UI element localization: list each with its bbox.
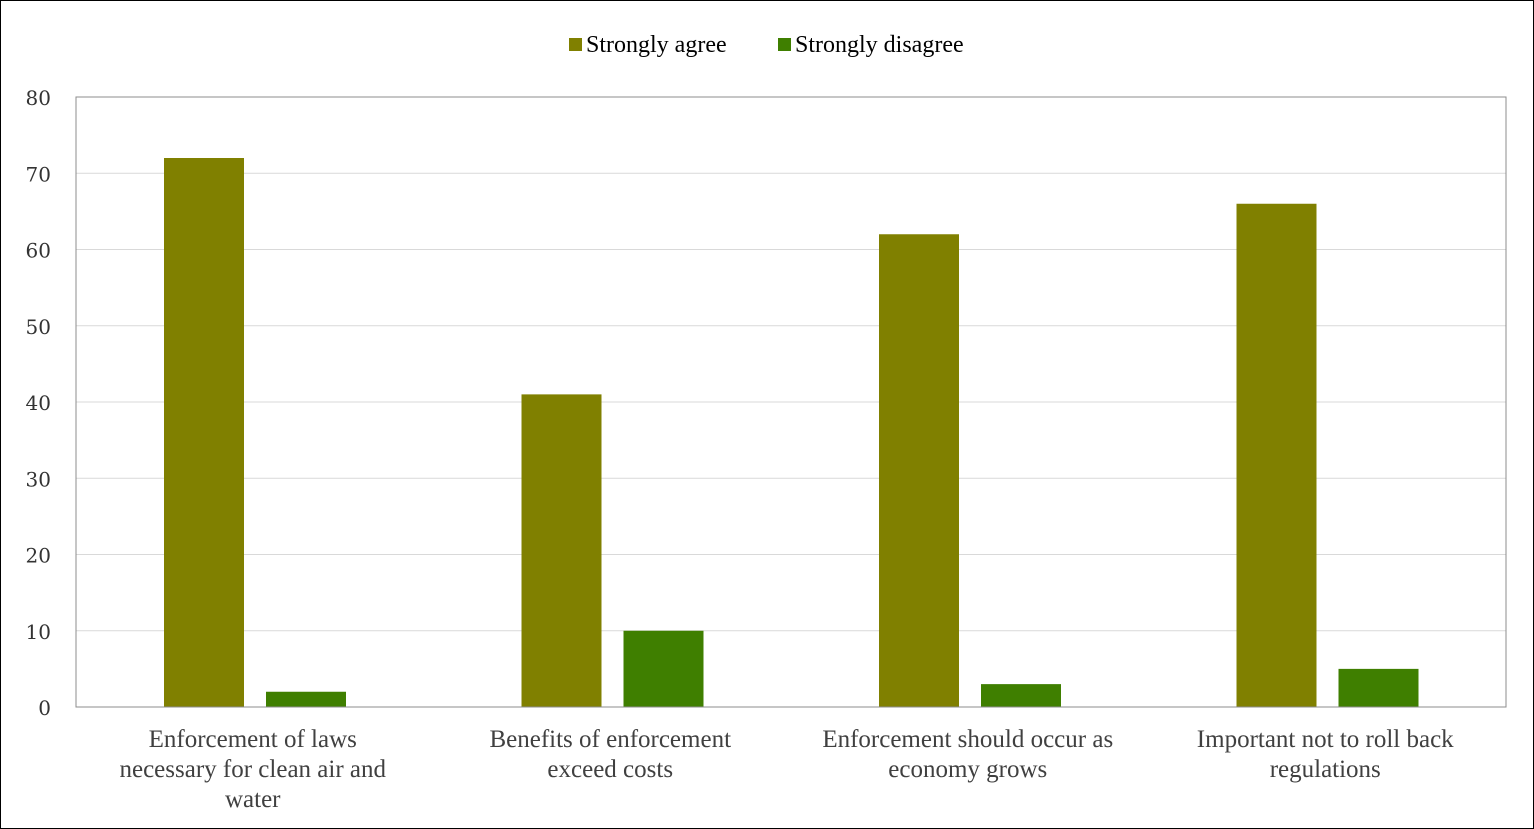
x-category-label: Benefits of enforcement exceed costs — [489, 726, 731, 783]
y-tick-label: 10 — [26, 620, 51, 644]
axes — [75, 96, 1507, 708]
bar-strongly-agree — [879, 234, 959, 707]
x-category-label: Important not to roll back regulations — [1197, 726, 1454, 783]
x-category-label-line: Important not to roll back — [1197, 726, 1454, 753]
x-category-label: Enforcement of laws necessary for clean a… — [119, 726, 386, 813]
bars — [164, 158, 1419, 707]
y-tick-label: 20 — [26, 544, 51, 568]
y-tick-label: 0 — [38, 696, 51, 720]
bar-strongly-agree — [164, 158, 244, 707]
bar-strongly-agree — [1236, 203, 1317, 707]
y-tick-label: 60 — [26, 239, 51, 263]
y-axis-tick-labels: 0 10 20 30 40 50 60 70 80 — [26, 86, 51, 720]
x-category-label-line: water — [225, 786, 281, 813]
bar-strongly-agree — [521, 394, 602, 707]
bar-strongly-disagree — [1338, 668, 1419, 707]
legend-swatch — [778, 38, 791, 51]
y-tick-label: 80 — [26, 86, 51, 110]
y-tick-label: 50 — [26, 315, 51, 339]
x-category-label-line: exceed costs — [547, 756, 673, 783]
x-category-label-line: economy grows — [888, 756, 1047, 783]
bar-strongly-disagree — [623, 630, 704, 707]
x-axis-category-labels: Enforcement of laws necessary for clean a… — [119, 726, 1454, 813]
y-tick-label: 40 — [26, 391, 51, 415]
legend-label: Strongly disagree — [795, 32, 964, 58]
x-category-label-line: Benefits of enforcement — [489, 726, 731, 753]
x-category-label-line: Enforcement of laws — [149, 726, 357, 753]
x-category-label-line: necessary for clean air and — [119, 756, 386, 783]
legend-swatch — [569, 38, 582, 51]
bar-strongly-disagree — [266, 691, 346, 707]
x-category-label-line: regulations — [1270, 756, 1381, 783]
legend: Strongly agree Strongly disagree — [569, 32, 964, 58]
y-tick-label: 70 — [26, 162, 51, 186]
plot-area-border — [75, 96, 1507, 708]
legend-label: Strongly agree — [586, 32, 727, 58]
x-category-label-line: Enforcement should occur as — [822, 726, 1113, 753]
y-tick-label: 30 — [26, 467, 51, 491]
bar-strongly-disagree — [981, 684, 1061, 707]
x-category-label: Enforcement should occur as economy grows — [822, 726, 1113, 783]
gridlines — [76, 96, 1506, 632]
